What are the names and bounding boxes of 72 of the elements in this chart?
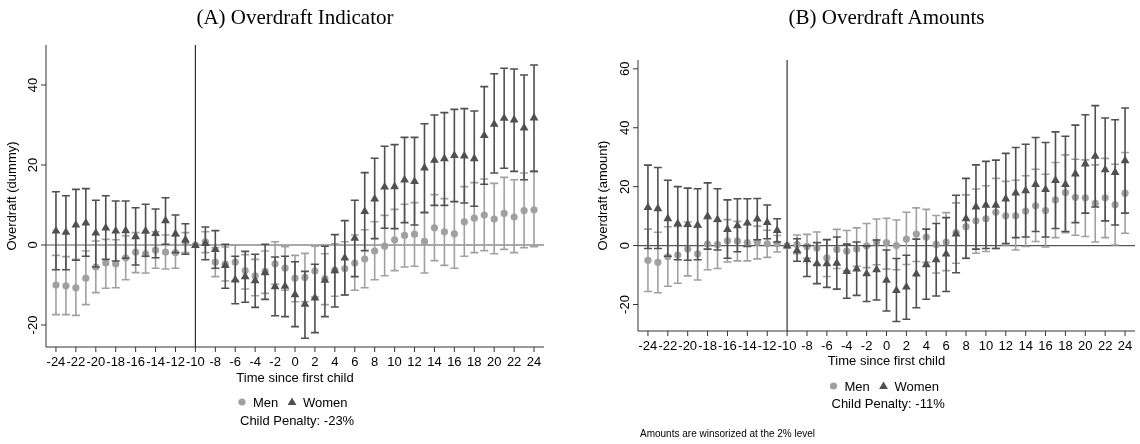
x-tick-label: -20 bbox=[678, 338, 698, 353]
x-tick-label: -8 bbox=[209, 354, 222, 369]
x-tick-label: 0 bbox=[291, 354, 299, 369]
x-tick-label: -10 bbox=[777, 338, 797, 353]
x-tick-label: -2 bbox=[860, 338, 873, 353]
y-axis-title: Overdraft (dummy) bbox=[4, 141, 19, 251]
x-tick-label: 2 bbox=[311, 354, 319, 369]
x-tick-label: 24 bbox=[1117, 338, 1133, 353]
x-tick-label: -20 bbox=[86, 354, 106, 369]
text: Child Penalty: -11% bbox=[831, 396, 946, 411]
x-tick-label: 6 bbox=[351, 354, 359, 369]
x-tick-label: 12 bbox=[407, 354, 422, 369]
y-axis-title: Overdraft (amount) bbox=[595, 140, 610, 251]
y-tick-label: 60 bbox=[617, 61, 632, 77]
y-tick-label: -20 bbox=[617, 295, 632, 314]
x-tick-label: -22 bbox=[658, 338, 678, 353]
y-tick-label: 0 bbox=[617, 241, 632, 250]
x-tick-label: 20 bbox=[1078, 338, 1093, 353]
x-tick-label: -4 bbox=[249, 354, 261, 369]
x-tick-label: -24 bbox=[638, 338, 658, 353]
x-tick-label: 10 bbox=[387, 354, 402, 369]
x-tick-label: 4 bbox=[331, 354, 339, 369]
x-tick-label: -10 bbox=[186, 354, 205, 369]
x-tick-label: 8 bbox=[371, 354, 379, 369]
y-tick-label: 0 bbox=[25, 241, 40, 249]
x-tick-label: -18 bbox=[698, 338, 717, 353]
chart-title: (B) Overdraft Amounts bbox=[788, 5, 985, 29]
x-tick-label: -16 bbox=[126, 354, 146, 369]
legend-label: Men bbox=[844, 379, 870, 394]
x-tick-label: 16 bbox=[1038, 338, 1053, 353]
y-tick-label: -20 bbox=[25, 315, 40, 335]
x-tick-label: -8 bbox=[801, 338, 813, 353]
y-tick-label: 40 bbox=[25, 77, 40, 93]
x-tick-label: -12 bbox=[166, 354, 185, 369]
x-tick-label: 8 bbox=[962, 338, 970, 353]
x-tick-label: -6 bbox=[229, 354, 242, 369]
x-tick-label: -2 bbox=[269, 354, 281, 369]
x-tick-label: -4 bbox=[840, 338, 853, 353]
x-tick-label: 20 bbox=[486, 354, 502, 369]
chart-title: (A) Overdraft Indicator bbox=[196, 5, 394, 29]
x-tick-label: -16 bbox=[718, 338, 737, 353]
x-tick-label: 16 bbox=[447, 354, 462, 369]
x-tick-label: -22 bbox=[66, 354, 86, 369]
x-tick-label: 2 bbox=[902, 338, 910, 353]
x-tick-label: 18 bbox=[1058, 338, 1073, 353]
x-tick-label: 6 bbox=[942, 338, 950, 353]
y-tick-label: 40 bbox=[617, 120, 632, 135]
text: Child Penalty: -23% bbox=[240, 413, 355, 428]
x-tick-label: 18 bbox=[467, 354, 482, 369]
x-tick-label: 12 bbox=[998, 338, 1014, 353]
legend-label: Men bbox=[253, 395, 279, 410]
x-tick-label: 0 bbox=[882, 338, 891, 353]
legend-label: Women bbox=[303, 395, 348, 410]
x-axis-title: Time since first child bbox=[236, 370, 354, 385]
x-tick-label: 24 bbox=[526, 354, 542, 369]
x-tick-label: 14 bbox=[1018, 338, 1033, 353]
x-tick-label: -14 bbox=[737, 338, 757, 353]
x-tick-label: 14 bbox=[427, 354, 442, 369]
x-tick-label: 22 bbox=[506, 354, 522, 369]
x-tick-label: -18 bbox=[106, 354, 126, 369]
x-tick-label: -12 bbox=[757, 338, 777, 353]
x-tick-label: -14 bbox=[146, 354, 165, 369]
x-tick-label: 4 bbox=[922, 338, 930, 353]
text: Amounts are winsorized at the 2% level bbox=[640, 428, 816, 439]
y-tick-label: 20 bbox=[25, 157, 40, 173]
x-tick-label: -24 bbox=[46, 354, 66, 369]
y-tick-label: 20 bbox=[617, 179, 632, 194]
x-tick-label: 22 bbox=[1097, 338, 1113, 353]
x-tick-label: 10 bbox=[978, 338, 994, 353]
legend-label: Women bbox=[894, 379, 940, 394]
x-axis-title: Time since first child bbox=[827, 353, 946, 368]
x-tick-label: -6 bbox=[821, 338, 833, 353]
